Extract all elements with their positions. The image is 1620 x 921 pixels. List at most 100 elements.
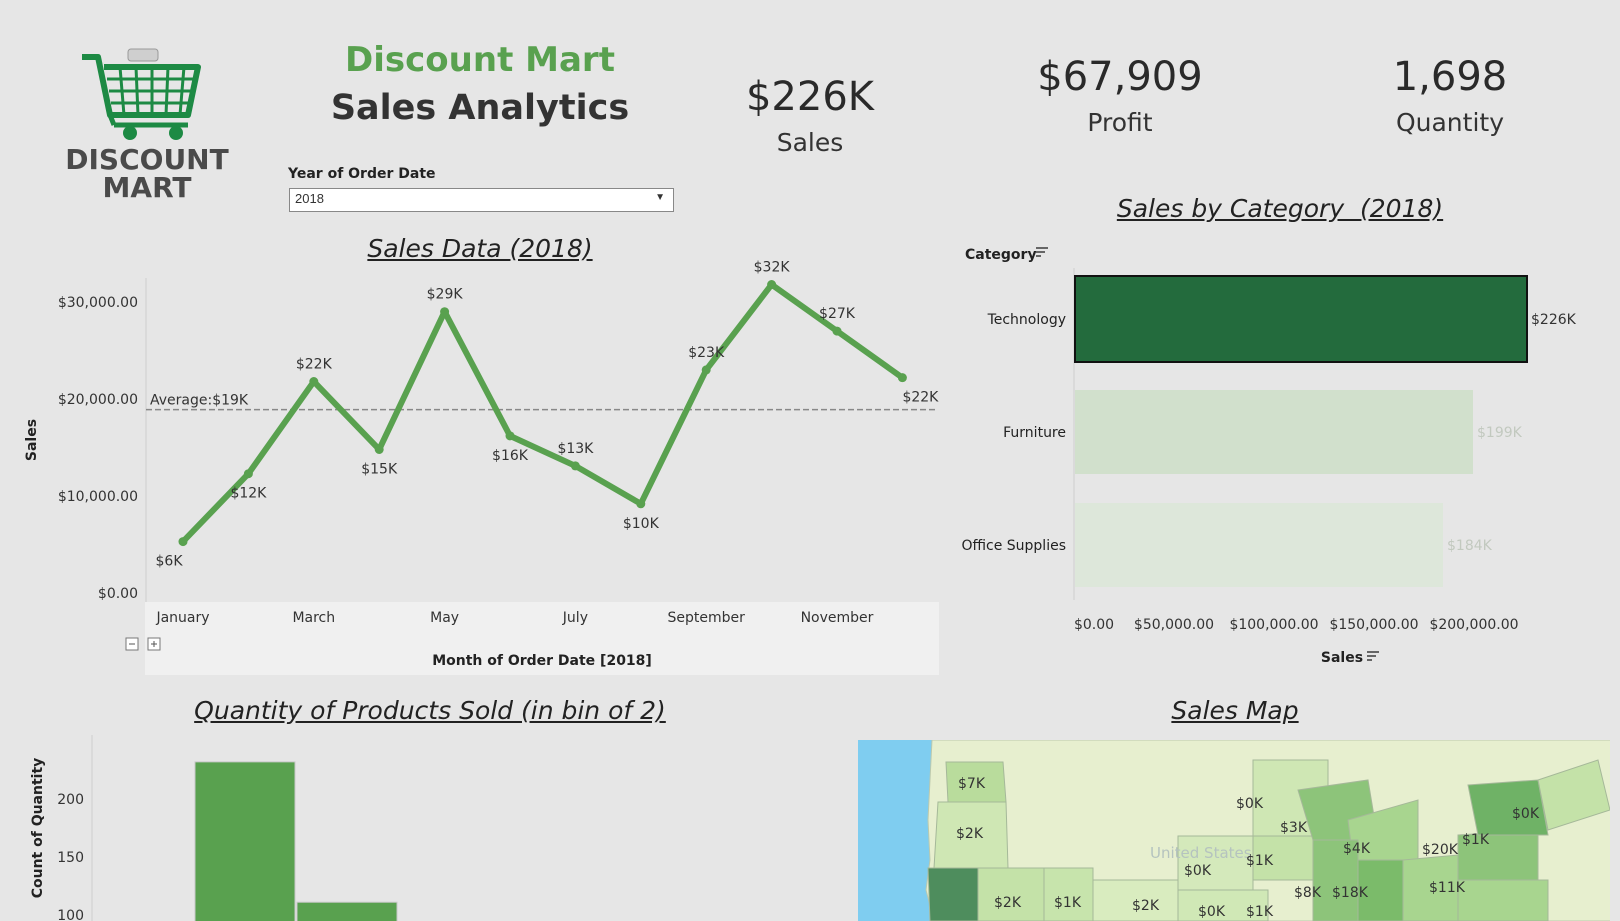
map-sales-label: $0K	[1236, 796, 1264, 812]
state-kansas[interactable]	[1177, 889, 1269, 921]
year-filter-dropdown[interactable]: 2018 ▼	[289, 188, 674, 212]
map-sales-label: $0K	[1184, 863, 1212, 879]
data-point[interactable]	[897, 373, 907, 383]
data-point[interactable]	[505, 431, 515, 441]
data-point[interactable]	[243, 469, 253, 479]
category-bar[interactable]	[1074, 275, 1528, 363]
data-point[interactable]	[636, 499, 646, 509]
data-label: $27K	[819, 306, 856, 322]
data-point[interactable]	[440, 307, 450, 317]
map-sales-label: $2K	[994, 895, 1022, 911]
bar-x-axis-title: Sales	[1321, 650, 1363, 666]
map-sales-label: $11K	[1429, 880, 1466, 896]
kpi-quantity-label: Quantity	[1395, 108, 1505, 137]
hist-y-tick-label: 150	[57, 850, 84, 866]
y-tick-label: $20,000.00	[58, 392, 138, 408]
map-sales-label: $7K	[958, 776, 986, 792]
map-sales-label: $0K	[1512, 806, 1540, 822]
data-label: $16K	[492, 448, 529, 464]
x-tick-label: January	[155, 610, 209, 626]
state-new-england[interactable]	[1537, 759, 1610, 831]
map-sales-label: $0K	[1198, 904, 1226, 920]
data-label: $12K	[230, 486, 267, 502]
map-sales-label: $8K	[1294, 885, 1322, 901]
x-tick-label: May	[430, 610, 459, 626]
map-sales-label: $2K	[956, 826, 984, 842]
quantity-chart-title: Quantity of Products Sold (in bin of 2)	[194, 696, 666, 725]
hist-y-tick-label: 100	[57, 908, 84, 921]
map-watermark: United States	[1150, 844, 1252, 862]
map-sales-label: $3K	[1280, 820, 1308, 836]
state-indiana[interactable]	[1357, 859, 1404, 921]
data-label: $10K	[623, 516, 660, 532]
chevron-down-icon: ▼	[655, 192, 665, 203]
collapse-icon[interactable]	[125, 637, 139, 651]
data-label: $13K	[557, 441, 594, 457]
data-label: $23K	[688, 345, 725, 361]
data-point[interactable]	[767, 280, 777, 290]
sort-icon[interactable]	[1367, 651, 1379, 661]
expand-icon[interactable]	[147, 637, 161, 651]
kpi-profit-value: $67,909	[1037, 54, 1203, 100]
state-virginia[interactable]	[1457, 879, 1549, 921]
year-filter-label: Year of Order Date	[288, 166, 436, 182]
state-nevada[interactable]	[977, 867, 1045, 921]
logo-text-line2: MART	[103, 171, 192, 204]
bar-x-tick-label: $100,000.00	[1229, 617, 1318, 633]
bar-data-label: $184K	[1447, 538, 1493, 554]
kpi-profit-label: Profit	[1087, 108, 1153, 137]
quantity-histogram: 100 150 200 Count of Quantity	[30, 735, 398, 921]
category-label: Furniture	[1003, 425, 1066, 441]
cart-icon: DISCOUNT MART	[65, 48, 229, 204]
bar-x-tick-label: $200,000.00	[1429, 617, 1518, 633]
kpi-sales-value: $226K	[745, 74, 875, 120]
x-tick-label: March	[292, 610, 335, 626]
category-label: Technology	[987, 312, 1066, 328]
x-tick-label: July	[562, 610, 588, 626]
state-utah[interactable]	[1043, 867, 1094, 921]
map-sales-label: $1K	[1246, 853, 1274, 869]
state-illinois[interactable]	[1312, 839, 1359, 921]
category-bar[interactable]	[1075, 503, 1443, 587]
sales-map[interactable]: United States $7K$2K$0K$3K$4K$0K$1K$20K$…	[858, 740, 1610, 921]
data-label: $29K	[427, 287, 464, 303]
x-axis-band	[145, 602, 939, 675]
sales-line	[180, 281, 905, 544]
data-point[interactable]	[570, 461, 580, 471]
x-tick-label: November	[801, 610, 874, 626]
brand-title: Discount Mart	[345, 40, 615, 80]
map-sales-label: $20K	[1422, 842, 1459, 858]
data-point[interactable]	[309, 377, 319, 387]
y-tick-label: $30,000.00	[58, 295, 138, 311]
data-label: $6K	[156, 554, 184, 570]
sort-icon[interactable]	[1036, 247, 1048, 257]
map-sales-label: $18K	[1332, 885, 1369, 901]
x-tick-label: September	[668, 610, 746, 626]
data-label: $32K	[754, 260, 791, 276]
map-sales-label: $2K	[1132, 898, 1160, 914]
category-header: Category	[965, 247, 1037, 263]
map-sales-label: $1K	[1246, 904, 1274, 920]
histogram-bar[interactable]	[296, 901, 398, 921]
state-new-york[interactable]	[1467, 779, 1549, 836]
kpi-sales-label: Sales	[776, 128, 844, 157]
map-sales-label: $1K	[1462, 832, 1490, 848]
state-california[interactable]	[927, 867, 979, 921]
y-tick-label: $10,000.00	[58, 489, 138, 505]
category-bar[interactable]	[1075, 390, 1473, 474]
map-sales-label: $4K	[1343, 841, 1371, 857]
state-colorado[interactable]	[1092, 879, 1179, 921]
bar-x-tick-label: $0.00	[1074, 617, 1114, 633]
category-label: Office Supplies	[961, 538, 1066, 554]
state-ohio[interactable]	[1402, 854, 1459, 921]
logo: DISCOUNT MART	[60, 45, 230, 205]
data-point[interactable]	[701, 365, 711, 375]
category-chart-title: Sales by Category (2018)	[1116, 194, 1444, 223]
data-point[interactable]	[178, 537, 188, 547]
data-point[interactable]	[374, 444, 384, 454]
sales-map-title: Sales Map	[1171, 696, 1299, 725]
data-label: $22K	[902, 390, 939, 406]
histogram-bar[interactable]	[194, 761, 296, 921]
bar-data-label: $199K	[1477, 425, 1523, 441]
data-point[interactable]	[832, 326, 842, 336]
